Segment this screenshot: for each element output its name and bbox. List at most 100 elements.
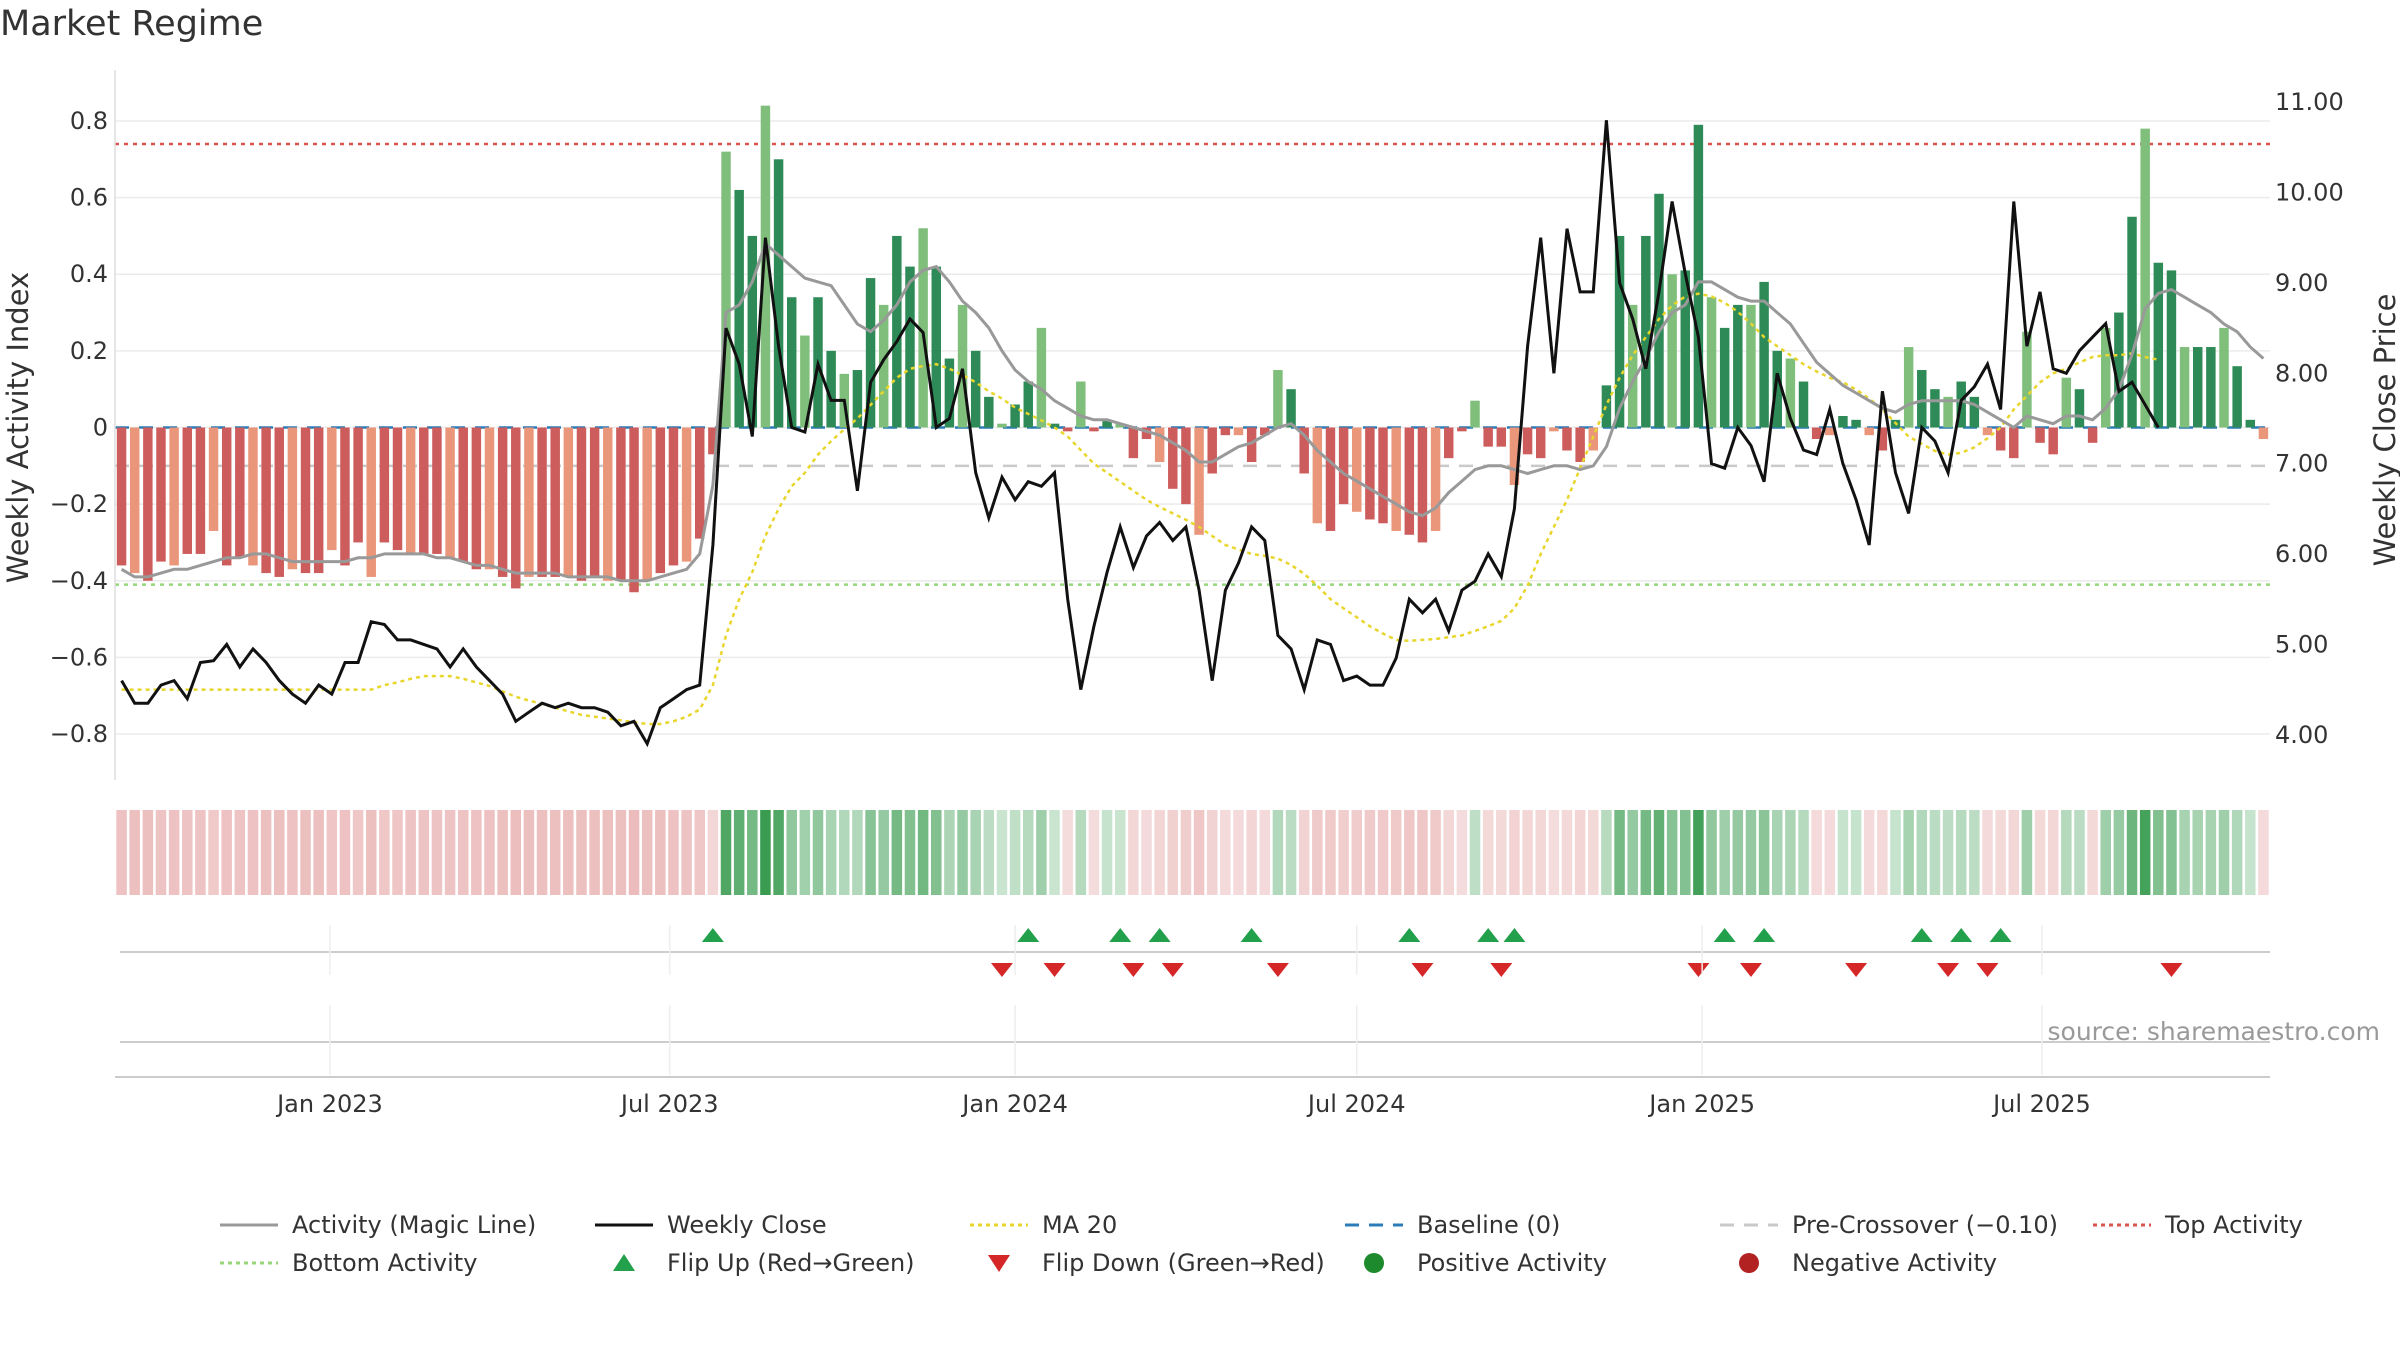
regime-cell bbox=[1272, 810, 1284, 895]
activity-bar bbox=[1575, 427, 1585, 462]
regime-cell bbox=[2258, 810, 2269, 895]
flip-down-marker bbox=[1976, 963, 1999, 977]
activity-bar bbox=[970, 350, 981, 428]
activity-bar bbox=[221, 427, 232, 566]
regime-cell bbox=[273, 810, 285, 895]
activity-bar bbox=[327, 427, 337, 551]
regime-cell bbox=[707, 810, 719, 895]
regime-cell bbox=[405, 810, 416, 895]
regime-cell bbox=[1653, 810, 1665, 895]
activity-bar bbox=[248, 427, 258, 566]
activity-bar bbox=[1838, 416, 1848, 428]
activity-bar bbox=[1759, 281, 1769, 428]
grid-layer bbox=[115, 120, 2270, 735]
activity-bar bbox=[2114, 312, 2124, 428]
flip-up-marker bbox=[1240, 928, 1263, 942]
activity-bar bbox=[1352, 427, 1362, 512]
flip-down-marker bbox=[1266, 963, 1289, 977]
activity-bar bbox=[169, 427, 179, 566]
regime-cell bbox=[1049, 810, 1060, 895]
activity-bar bbox=[340, 427, 350, 566]
regime-cell bbox=[2074, 810, 2085, 895]
regime-cell bbox=[1443, 810, 1454, 895]
regime-cell bbox=[1666, 810, 1678, 895]
activity-bar bbox=[1115, 423, 1125, 428]
activity-bar bbox=[392, 427, 403, 551]
activity-bar bbox=[1614, 235, 1625, 428]
regime-cell bbox=[2021, 810, 2033, 895]
regime-cell bbox=[1390, 810, 1402, 895]
regime-cell bbox=[471, 810, 482, 895]
activity-bar bbox=[957, 304, 968, 428]
y-left-tick-label: −0.8 bbox=[50, 720, 108, 748]
regime-cell bbox=[2218, 810, 2230, 895]
regime-cell bbox=[1745, 810, 1757, 895]
activity-bar bbox=[129, 427, 140, 574]
activity-bar bbox=[616, 427, 626, 581]
activity-bar bbox=[1299, 427, 1309, 474]
activity-bar bbox=[1378, 427, 1388, 524]
regime-cell bbox=[747, 810, 758, 895]
regime-cell bbox=[1771, 810, 1783, 895]
regime-cell bbox=[339, 810, 351, 895]
regime-cell bbox=[1101, 810, 1113, 895]
x-tick-label: Jul 2024 bbox=[1306, 1090, 1406, 1118]
activity-bar bbox=[1693, 124, 1704, 428]
activity-bar bbox=[274, 427, 284, 577]
regime-cell bbox=[221, 810, 232, 895]
y-left-tick-label: −0.2 bbox=[50, 490, 108, 518]
regime-cell bbox=[760, 810, 771, 895]
regime-cell bbox=[2166, 810, 2177, 895]
legend-item: Flip Up (Red→Green) bbox=[613, 1249, 915, 1277]
regime-cell bbox=[655, 810, 666, 895]
regime-cell bbox=[1114, 810, 1126, 895]
regime-cell bbox=[365, 810, 377, 895]
activity-bar bbox=[2166, 270, 2177, 428]
activity-bar bbox=[1076, 381, 1086, 428]
regime-cell bbox=[1574, 810, 1586, 895]
activity-bar bbox=[1128, 427, 1139, 459]
regime-cell bbox=[2008, 810, 2020, 895]
flip-up-marker bbox=[1503, 928, 1526, 942]
activity-bar bbox=[695, 427, 705, 539]
y-right-tick-label: 6.00 bbox=[2275, 540, 2328, 568]
regime-cell bbox=[1430, 810, 1441, 895]
regime-cell bbox=[1193, 810, 1205, 895]
activity-bar bbox=[1141, 427, 1152, 439]
activity-bar bbox=[1246, 427, 1257, 462]
flip-up-marker bbox=[1989, 928, 2012, 942]
legend-label: Top Activity bbox=[2164, 1211, 2303, 1239]
activity-bar bbox=[195, 427, 206, 554]
activity-bar bbox=[1207, 427, 1217, 474]
regime-cell bbox=[168, 810, 180, 895]
activity-bar bbox=[1733, 304, 1743, 428]
activity-bar bbox=[2035, 427, 2045, 443]
activity-bar bbox=[405, 427, 416, 554]
regime-cell bbox=[326, 810, 338, 895]
regime-cell bbox=[1535, 810, 1546, 895]
regime-cell bbox=[2139, 810, 2151, 895]
x-tick-label: Jan 2023 bbox=[275, 1090, 383, 1118]
activity-bar bbox=[1864, 427, 1874, 436]
activity-bar bbox=[747, 235, 758, 428]
activity-bar bbox=[1470, 400, 1480, 428]
regime-cell bbox=[247, 810, 259, 895]
activity-bar bbox=[2127, 216, 2137, 428]
legend-swatch bbox=[1364, 1253, 1384, 1273]
activity-bar bbox=[419, 427, 429, 554]
activity-bar bbox=[497, 427, 508, 577]
activity-bar bbox=[2153, 262, 2164, 428]
activity-bar bbox=[1062, 427, 1073, 432]
activity-bar bbox=[445, 427, 455, 558]
flip-up-marker bbox=[1148, 928, 1171, 942]
y-right-tick-label: 11.00 bbox=[2275, 88, 2344, 116]
flip-down-marker bbox=[1490, 963, 1513, 977]
flip-down-marker bbox=[1739, 963, 1762, 977]
activity-bar bbox=[1286, 389, 1296, 428]
regime-cell bbox=[1496, 810, 1507, 895]
activity-bar bbox=[1181, 427, 1191, 505]
activity-bar bbox=[1877, 427, 1888, 451]
flip-down-marker bbox=[1845, 963, 1868, 977]
y-left-tick-label: 0 bbox=[93, 414, 108, 442]
flip-down-marker bbox=[1411, 963, 1434, 977]
